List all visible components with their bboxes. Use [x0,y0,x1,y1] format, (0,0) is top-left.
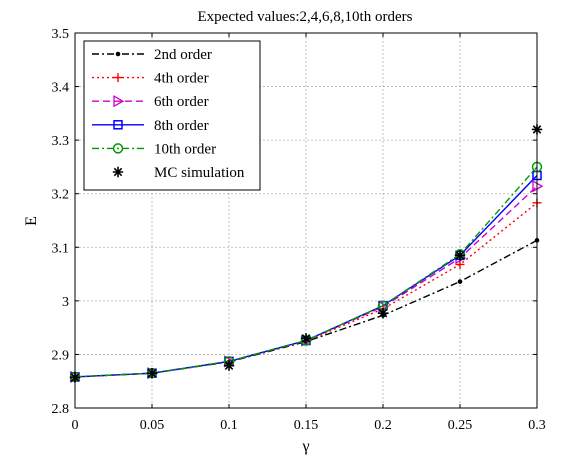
x-tick-label: 0.1 [220,418,238,433]
y-axis: 2.8 2.9 3 3.1 3.2 3.3 3.4 3.5 [52,27,537,417]
y-tick-label: 3.2 [52,188,70,203]
data-point [300,333,312,344]
series-layer [69,124,544,384]
legend-label: 2nd order [154,47,212,63]
x-tick-label: 0.15 [294,418,319,433]
legend-marker [112,143,124,154]
x-tick-label: 0.3 [528,418,546,433]
data-point [454,250,466,261]
data-point [457,279,463,284]
legend-label: MC simulation [154,165,245,181]
legend-entry: 6th order [92,94,209,110]
legend-marker [112,166,124,178]
legend-marker [113,73,123,83]
y-tick-label: 3.3 [52,134,70,149]
plot-frame [74,32,538,409]
series-3 [70,180,544,384]
y-axis-label: E [23,216,40,226]
x-tick-label: 0.2 [374,418,392,433]
x-tick-label: 0 [72,418,79,433]
legend: 2nd order 4th order 6th order 8th order 10th… [83,40,261,191]
series-5 [69,161,543,383]
x-axis-label: γ [301,438,309,455]
y-tick-label: 3 [62,295,69,310]
legend-marker [115,51,121,57]
x-tick-label: 0.05 [140,418,165,433]
legend-entry: 8th order [92,118,209,134]
legend-label: 6th order [154,94,209,110]
legend-entry: 10th order [92,141,216,157]
legend-label: 4th order [154,71,209,87]
legend-entry: 4th order [92,71,209,87]
y-tick-label: 2.8 [52,402,70,417]
data-point [377,307,389,319]
legend-label: 10th order [154,141,216,157]
data-point [223,360,235,371]
series-line [74,239,538,378]
y-tick-label: 3.4 [52,81,70,96]
data-point [146,367,158,379]
legend-marker [113,95,125,108]
legend-box [83,40,261,191]
x-tick-label: 0.25 [448,418,473,433]
legend-label: 8th order [154,118,209,134]
legend-entry: 2nd order [92,47,212,63]
legend-marker [113,120,123,130]
x-axis: 0 0.05 0.1 0.15 0.2 0.25 0.3 [72,33,546,433]
y-tick-label: 2.9 [52,348,70,363]
y-tick-label: 3.5 [52,27,70,42]
chart-title: Expected values:2,4,6,8,10th orders [198,9,413,25]
legend-entry: MC simulation [112,165,245,181]
y-tick-label: 3.1 [52,241,70,256]
